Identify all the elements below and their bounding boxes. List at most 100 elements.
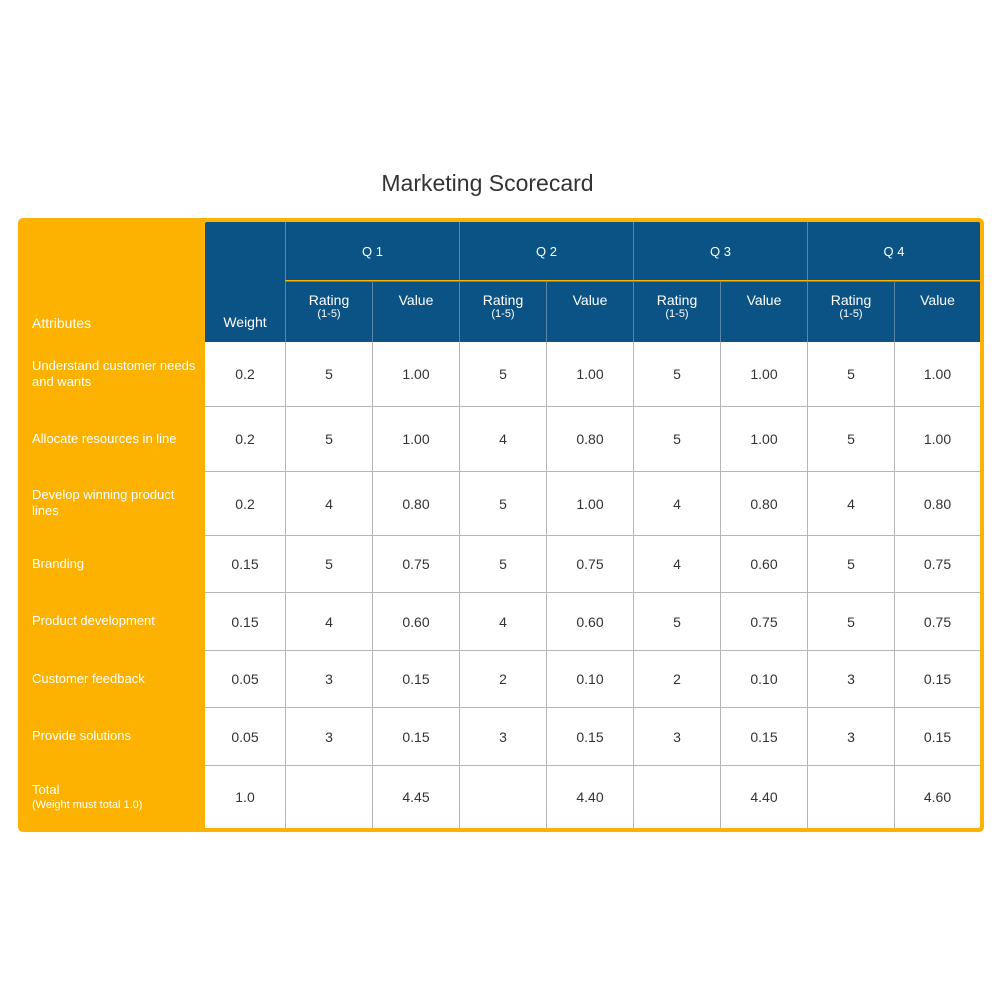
quarter-header-2: Q 2 [459, 222, 633, 280]
value-cell: 0.15 [720, 707, 807, 765]
attribute-label: Develop winning product lines [32, 487, 175, 518]
value-cell: 0.60 [546, 592, 633, 650]
total-label-cell: Total (Weight must total 1.0) [32, 765, 200, 828]
value-cell: 0.15 [372, 707, 459, 765]
quarter-header-4: Q 4 [807, 222, 980, 280]
rating-label: Rating [308, 292, 350, 308]
rating-header-q1: Rating (1-5) [285, 281, 372, 342]
scorecard-table: Attributes Understand customer needs and… [18, 218, 984, 832]
value-cell: 0.75 [546, 535, 633, 592]
value-cell: 0.15 [894, 707, 980, 765]
total-label: Total [32, 781, 60, 797]
total-value-cell: 4.40 [546, 765, 633, 828]
weight-cell: 0.05 [205, 650, 285, 707]
value-cell: 0.80 [720, 471, 807, 535]
rating-cell: 5 [459, 342, 546, 406]
quarter-header-3: Q 3 [633, 222, 807, 280]
weight-header: Weight [205, 222, 285, 342]
value-cell: 0.15 [372, 650, 459, 707]
value-cell: 0.60 [720, 535, 807, 592]
rating-cell: 5 [285, 535, 372, 592]
rating-cell: 5 [285, 342, 372, 406]
value-cell: 0.60 [372, 592, 459, 650]
rating-header-q3: Rating (1-5) [633, 281, 720, 342]
rating-label: Rating [656, 292, 698, 308]
rating-cell: 2 [459, 650, 546, 707]
value-cell: 0.80 [894, 471, 980, 535]
value-header-q4: Value [894, 281, 980, 342]
rating-cell: 5 [285, 406, 372, 471]
value-cell: 0.75 [894, 535, 980, 592]
rating-cell: 3 [285, 707, 372, 765]
value-cell: 0.75 [372, 535, 459, 592]
value-cell: 0.80 [372, 471, 459, 535]
attributes-column: Attributes Understand customer needs and… [18, 218, 205, 832]
value-cell: 1.00 [894, 342, 980, 406]
weight-cell: 0.05 [205, 707, 285, 765]
rating-header-q4: Rating (1-5) [807, 281, 894, 342]
rating-cell: 4 [285, 592, 372, 650]
rating-cell: 5 [633, 342, 720, 406]
attributes-header: Attributes [32, 315, 92, 331]
rating-cell: 3 [807, 650, 894, 707]
rating-cell: 4 [459, 406, 546, 471]
total-rating-cell [285, 765, 372, 828]
rating-cell: 5 [807, 342, 894, 406]
rating-header-q2: Rating (1-5) [459, 281, 546, 342]
rating-cell: 3 [459, 707, 546, 765]
total-rating-cell [807, 765, 894, 828]
attribute-label: Branding [32, 555, 85, 571]
total-value-cell: 4.45 [372, 765, 459, 828]
quarter-header-1: Q 1 [285, 222, 459, 280]
attribute-label: Provide solutions [32, 728, 131, 743]
rating-cell: 5 [807, 535, 894, 592]
weight-cell: 0.2 [205, 406, 285, 471]
value-header-q2: Value [546, 281, 633, 342]
rating-label: Rating [830, 292, 872, 308]
value-cell: 0.80 [546, 406, 633, 471]
value-cell: 0.10 [720, 650, 807, 707]
total-note: (Weight must total 1.0) [32, 798, 143, 811]
total-value-cell: 4.40 [720, 765, 807, 828]
rating-cell: 5 [459, 535, 546, 592]
rating-cell: 4 [459, 592, 546, 650]
rating-cell: 3 [285, 650, 372, 707]
attribute-label: Allocate resources in line [32, 430, 177, 446]
weight-header-label: Weight [223, 314, 267, 330]
value-cell: 0.15 [546, 707, 633, 765]
attribute-label: Understand customer needs and wants [32, 358, 196, 389]
rating-label: Rating [482, 292, 524, 308]
rating-cell: 2 [633, 650, 720, 707]
weight-cell: 0.15 [205, 535, 285, 592]
rating-scale-label: (1-5) [665, 308, 689, 320]
value-cell: 1.00 [894, 406, 980, 471]
value-cell: 0.15 [894, 650, 980, 707]
total-rating-cell [459, 765, 546, 828]
rating-cell: 4 [285, 471, 372, 535]
weight-cell: 0.2 [235, 366, 255, 382]
value-cell: 1.00 [372, 406, 459, 471]
score-grid: 0.2 5 1.00 5 1.00 5 1.00 5 1.00 0.2 5 1.00 4 0.80 5 1.0… [205, 342, 980, 828]
rating-cell: 5 [633, 406, 720, 471]
value-cell: 1.00 [546, 471, 633, 535]
total-rating-cell [633, 765, 720, 828]
rating-cell: 4 [807, 471, 894, 535]
total-weight-cell: 1.0 [205, 765, 285, 828]
value-header-q1: Value [372, 281, 459, 342]
rating-cell: 4 [633, 535, 720, 592]
weight-cell: 0.2 [205, 471, 285, 535]
rating-cell: 3 [633, 707, 720, 765]
weight-cell: 0.15 [205, 592, 285, 650]
rating-scale-label: (1-5) [839, 308, 863, 320]
value-header-q3: Value [720, 281, 807, 342]
rating-scale-label: (1-5) [317, 308, 341, 320]
rating-cell: 5 [459, 471, 546, 535]
attribute-label: Product development [32, 613, 155, 628]
total-value-cell: 4.60 [894, 765, 980, 828]
value-cell: 0.10 [546, 650, 633, 707]
rating-cell: 5 [807, 406, 894, 471]
rating-cell: 4 [633, 471, 720, 535]
value-cell: 1.00 [720, 406, 807, 471]
rating-cell: 3 [807, 707, 894, 765]
rating-scale-label: (1-5) [491, 308, 515, 320]
